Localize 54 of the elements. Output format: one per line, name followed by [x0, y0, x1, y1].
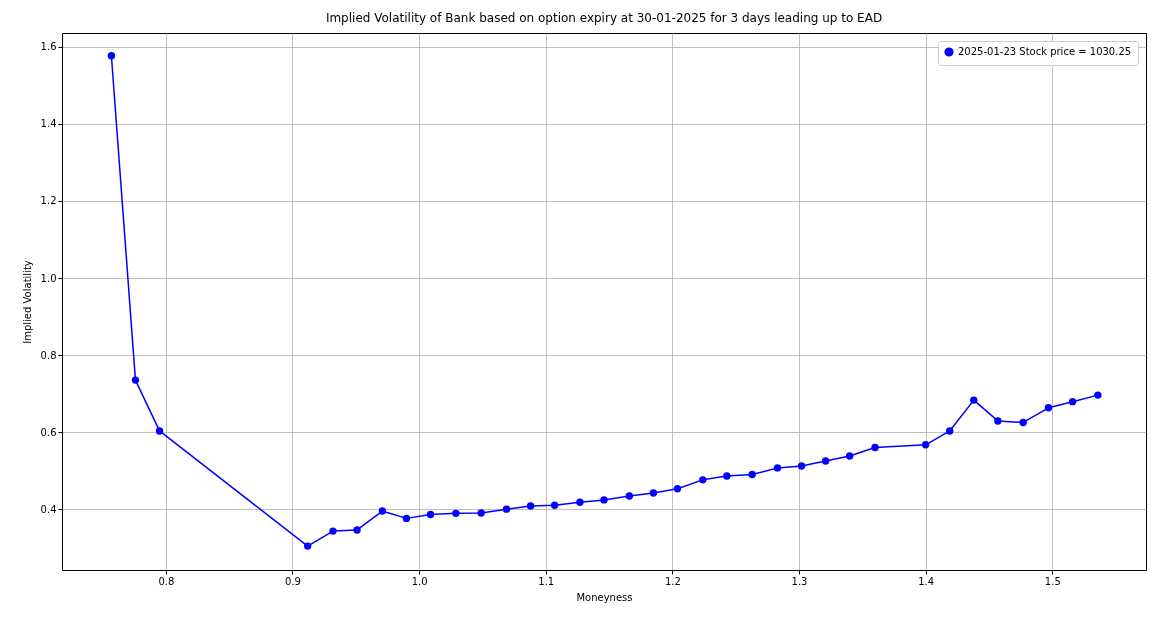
point: [329, 527, 337, 535]
y-tick-label: 1.4: [40, 118, 57, 130]
point: [748, 470, 756, 479]
y-tick-label: 0.6: [40, 426, 57, 438]
point: [994, 417, 1002, 425]
point: [576, 498, 584, 506]
x-tick-label: 1.5: [1044, 575, 1061, 587]
point: [970, 396, 978, 404]
point: [1019, 418, 1027, 427]
point: [871, 443, 879, 452]
point: [131, 376, 140, 384]
point: [402, 514, 411, 523]
y-tick-label: 0.8: [40, 349, 57, 361]
point: [378, 507, 387, 515]
point: [477, 509, 485, 517]
x-axis-title: Moneyness: [576, 591, 633, 603]
point: [845, 452, 854, 460]
point: [550, 501, 559, 509]
point: [625, 492, 634, 500]
x-tick-label: 1.1: [538, 575, 555, 587]
y-tick-label: 1.6: [40, 41, 57, 53]
point: [797, 462, 806, 470]
point: [526, 502, 535, 510]
point: [673, 485, 682, 493]
x-tick-label: 1.4: [918, 575, 935, 587]
point: [821, 457, 830, 465]
point: [155, 427, 164, 435]
point: [426, 510, 435, 519]
point: [946, 427, 954, 435]
point: [649, 489, 658, 497]
point: [353, 526, 361, 534]
point: [502, 505, 511, 513]
x-tick-label: 1.3: [791, 575, 808, 587]
legend-label: 2025-01-23 Stock price = 1030.25: [958, 46, 1132, 57]
point: [1044, 404, 1053, 412]
chart-title: Implied Volatility of Bank based on option expiry at 30-01-2025 for 3 days leading up to EAD: [325, 11, 883, 25]
x-tick-label: 1.0: [411, 575, 428, 587]
point: [1094, 391, 1102, 399]
x-tick-label: 0.8: [158, 575, 175, 587]
point: [773, 464, 782, 472]
point: [452, 509, 460, 518]
point: [723, 472, 731, 480]
point: [1068, 397, 1077, 406]
x-tick-label: 1.2: [664, 575, 681, 587]
point: [107, 52, 116, 60]
y-tick-label: 1.0: [40, 272, 57, 284]
point: [921, 441, 930, 449]
y-tick-label: 0.4: [40, 503, 57, 515]
point: [600, 496, 608, 504]
x-tick-label: 0.9: [285, 575, 301, 587]
y-tick-label: 1.2: [40, 195, 57, 207]
y-axis-title: Implied Volatility: [21, 260, 33, 344]
point: [303, 542, 312, 550]
point: [699, 476, 707, 484]
